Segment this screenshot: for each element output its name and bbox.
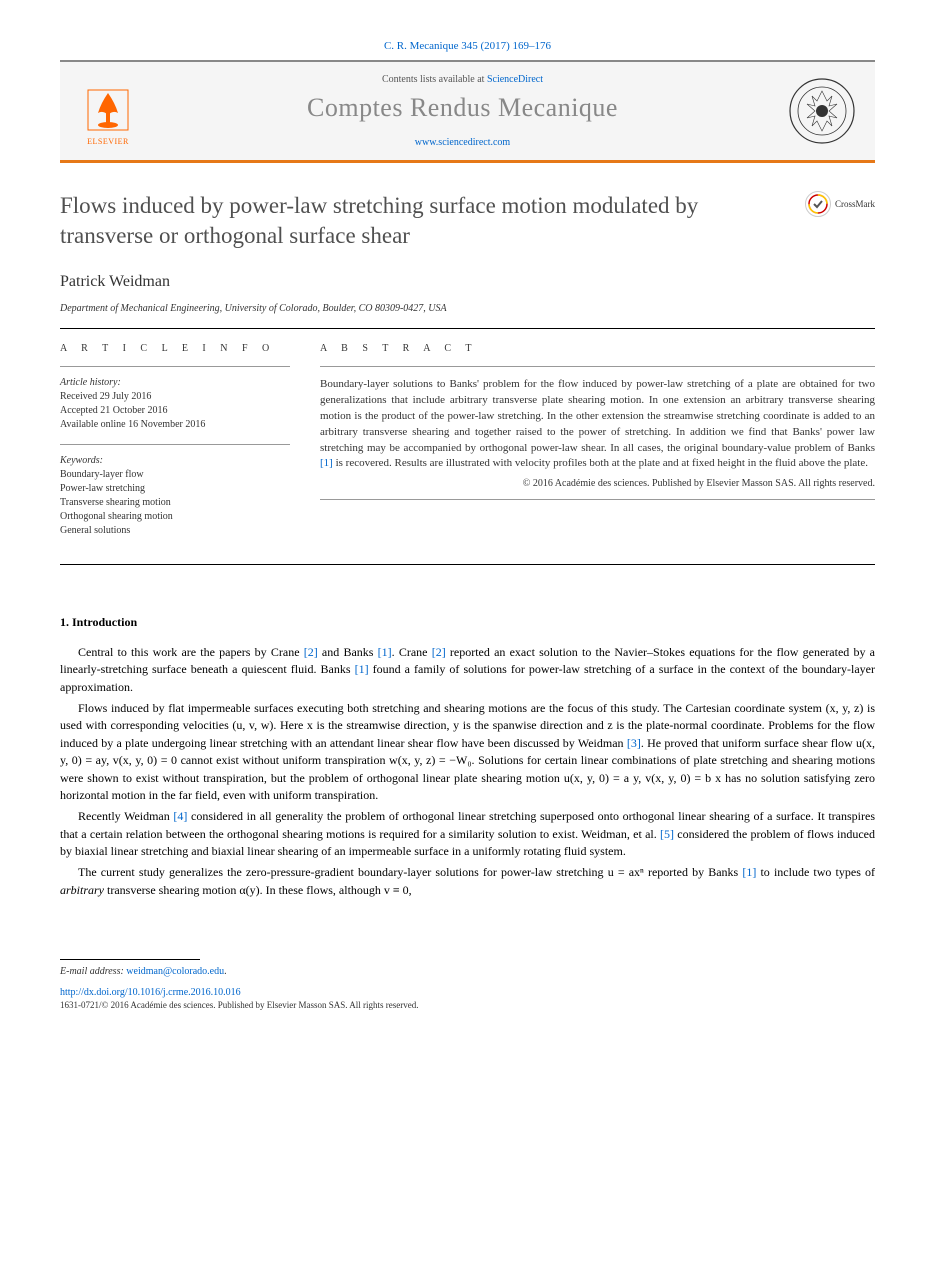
crossmark-icon (805, 191, 831, 217)
divider-rule (60, 564, 875, 565)
elsevier-tree-icon (83, 85, 133, 135)
article-info-column: A R T I C L E I N F O Article history: R… (60, 343, 290, 550)
orange-rule (60, 160, 875, 163)
abstract-text: Boundary-layer solutions to Banks' probl… (320, 377, 875, 473)
email-line: E-mail address: weidman@colorado.edu. (60, 966, 875, 977)
abstract-heading: A B S T R A C T (320, 343, 875, 354)
article-info-heading: A R T I C L E I N F O (60, 343, 290, 354)
ref-link[interactable]: [4] (173, 809, 187, 823)
ref-link[interactable]: [2] (432, 645, 446, 659)
ref-link[interactable]: [1] (320, 457, 333, 469)
sciencedirect-link[interactable]: ScienceDirect (487, 74, 543, 85)
crossmark-label: CrossMark (835, 199, 875, 209)
journal-header: ELSEVIER Contents lists available at Sci… (60, 62, 875, 160)
body-paragraph: Recently Weidman [4] considered in all g… (60, 808, 875, 860)
keyword-item: Transverse shearing motion (60, 496, 290, 510)
ref-link[interactable]: [2] (304, 645, 318, 659)
keywords-label: Keywords: (60, 455, 290, 466)
elsevier-label: ELSEVIER (87, 137, 129, 146)
contents-line: Contents lists available at ScienceDirec… (138, 74, 787, 85)
history-online: Available online 16 November 2016 (60, 418, 290, 432)
history-accepted: Accepted 21 October 2016 (60, 404, 290, 418)
elsevier-logo[interactable]: ELSEVIER (78, 76, 138, 146)
body-paragraph: Flows induced by flat impermeable surfac… (60, 700, 875, 804)
body-paragraph: The current study generalizes the zero-p… (60, 864, 875, 899)
author-name: Patrick Weidman (60, 273, 875, 291)
divider-rule (60, 328, 875, 329)
ref-link[interactable]: [1] (378, 645, 392, 659)
article-footer: E-mail address: weidman@colorado.edu. ht… (60, 959, 875, 1010)
ref-link[interactable]: [1] (742, 865, 756, 879)
author-affiliation: Department of Mechanical Engineering, Un… (60, 303, 875, 314)
ref-link[interactable]: [3] (627, 736, 641, 750)
email-link[interactable]: weidman@colorado.edu (126, 966, 224, 977)
article-title: Flows induced by power-law stretching su… (60, 191, 805, 251)
keyword-item: Power-law stretching (60, 482, 290, 496)
keyword-item: Boundary-layer flow (60, 468, 290, 482)
crossmark-badge[interactable]: CrossMark (805, 191, 875, 217)
history-label: Article history: (60, 377, 290, 388)
journal-name: Comptes Rendus Mecanique (138, 93, 787, 123)
abstract-copyright: © 2016 Académie des sciences. Published … (320, 478, 875, 489)
ref-link[interactable]: [1] (355, 662, 369, 676)
ref-link[interactable]: [5] (660, 827, 674, 841)
seal-icon (787, 76, 857, 146)
history-received: Received 29 July 2016 (60, 390, 290, 404)
academy-seal (787, 76, 857, 146)
article-body: 1. Introduction Central to this work are… (60, 615, 875, 899)
keyword-item: General solutions (60, 524, 290, 538)
body-paragraph: Central to this work are the papers by C… (60, 644, 875, 696)
abstract-column: A B S T R A C T Boundary-layer solutions… (320, 343, 875, 550)
keyword-item: Orthogonal shearing motion (60, 510, 290, 524)
issn-copyright: 1631-0721/© 2016 Académie des sciences. … (60, 1000, 875, 1010)
journal-url[interactable]: www.sciencedirect.com (138, 137, 787, 148)
citation-line: C. R. Mecanique 345 (2017) 169–176 (60, 40, 875, 52)
section-heading-intro: 1. Introduction (60, 615, 875, 630)
doi-link[interactable]: http://dx.doi.org/10.1016/j.crme.2016.10… (60, 987, 875, 998)
